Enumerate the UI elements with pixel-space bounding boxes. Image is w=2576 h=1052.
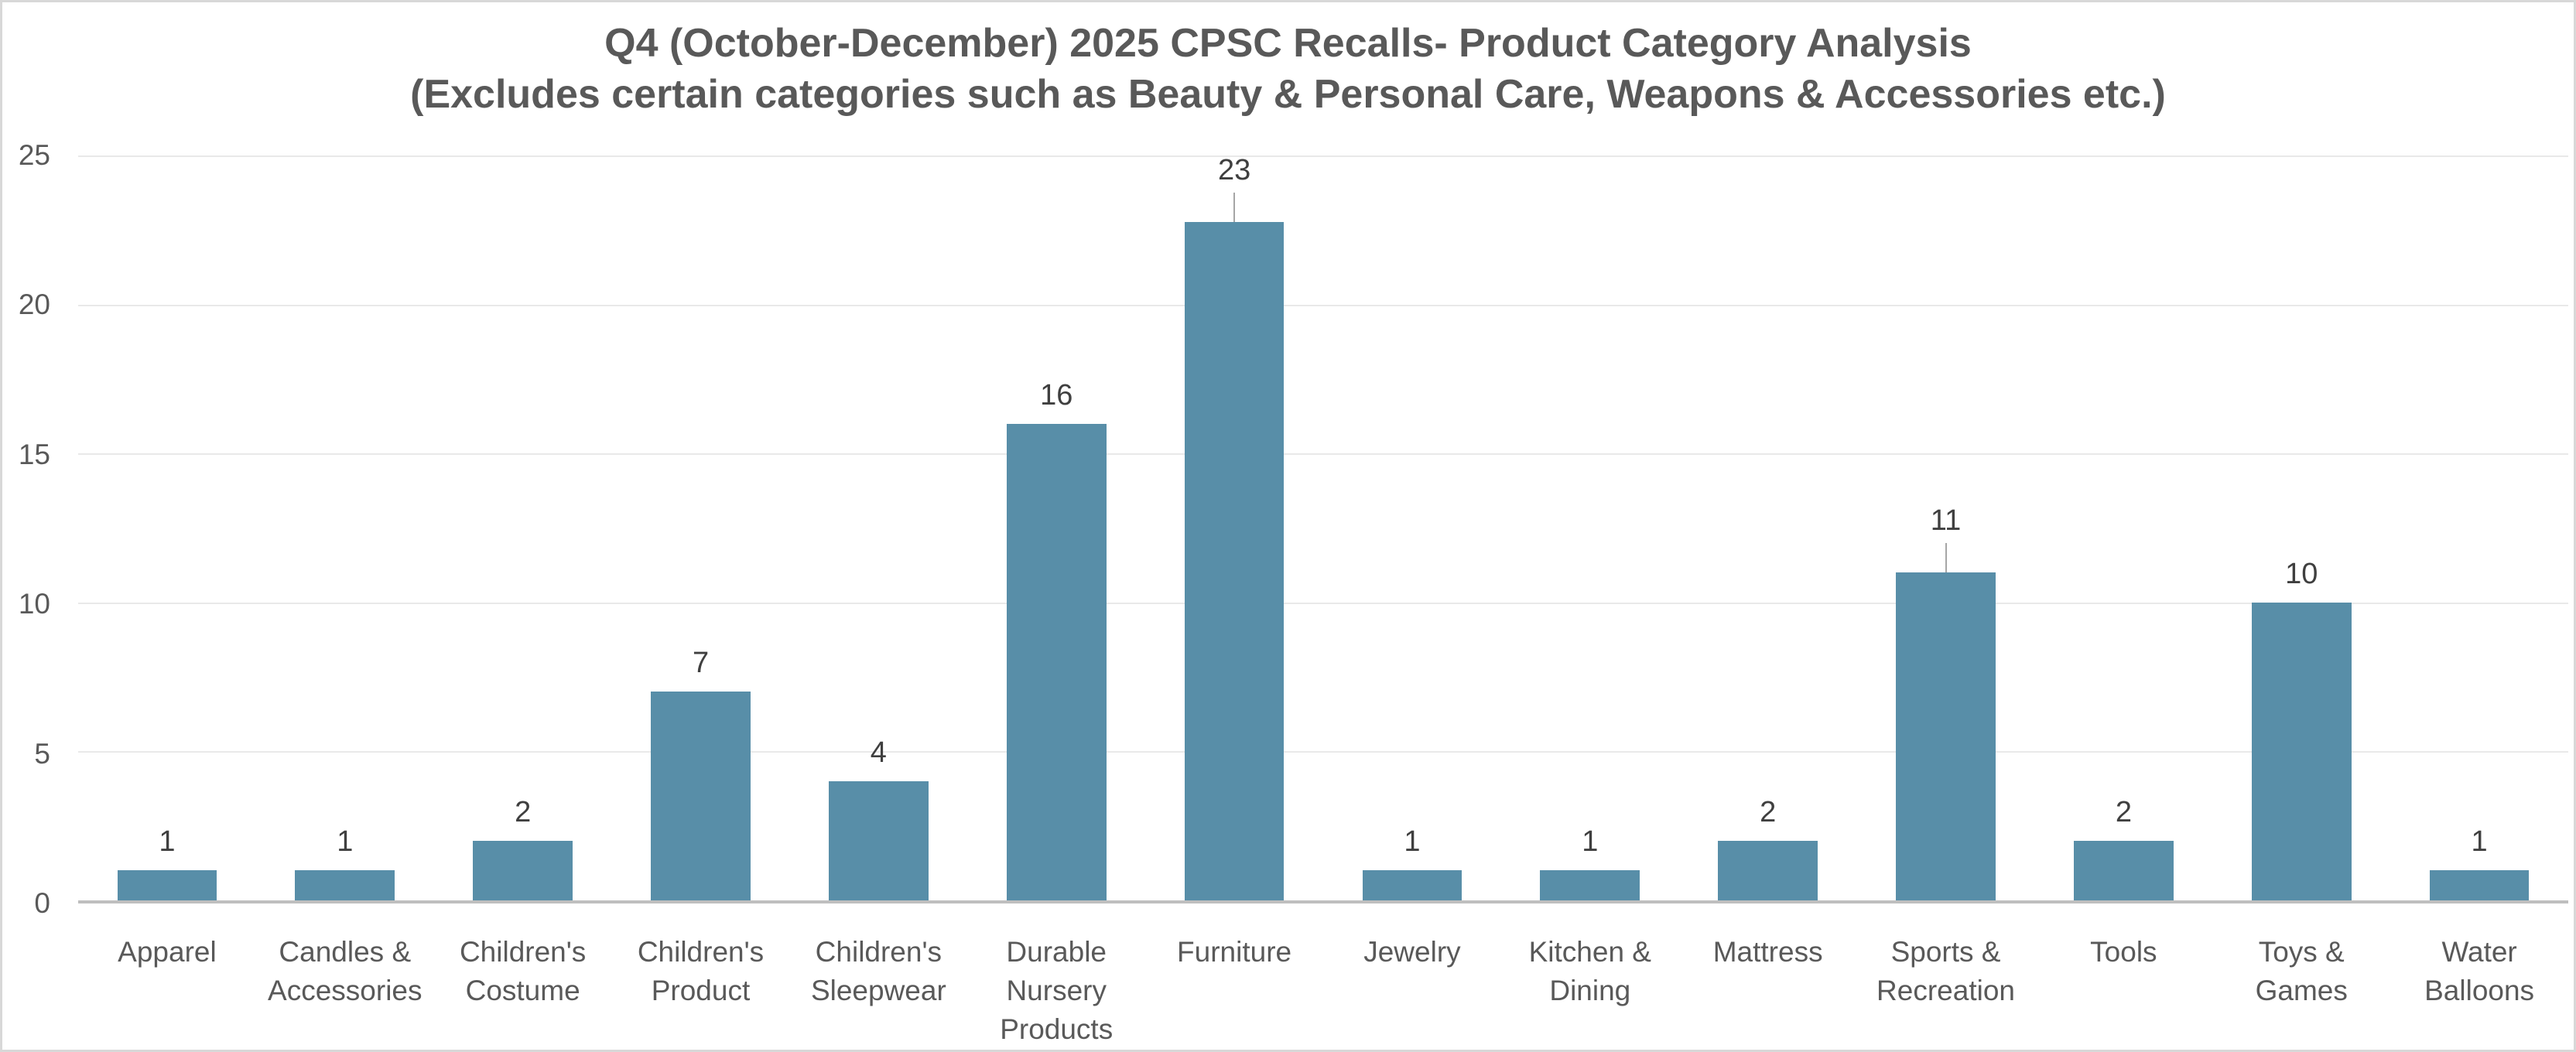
y-tick-label: 15	[18, 438, 50, 470]
value-label: 1	[1404, 825, 1421, 859]
category-label: Children's Costume	[459, 936, 587, 1006]
value-label: 7	[692, 647, 710, 680]
bar-column: 23 Furniture	[1145, 154, 1323, 968]
bar	[1896, 572, 1996, 900]
bar-column: 2 Children's Costume	[434, 155, 612, 1006]
value-label: 2	[515, 795, 532, 828]
bar	[117, 870, 217, 900]
y-tick-label: 0	[34, 887, 50, 919]
chart-title-block: Q4 (October-December) 2025 CPSC Recalls-…	[2, 18, 2574, 120]
bar-column: 1 Candles & Accessories	[256, 155, 434, 1006]
category-label: Kitchen & Dining	[1528, 936, 1651, 1006]
value-label: 4	[870, 736, 887, 769]
bar-column: 2 Tools	[2034, 155, 2212, 968]
bar	[1718, 840, 1818, 900]
category-label: Apparel	[118, 936, 217, 968]
leader-line	[1945, 543, 1947, 573]
value-label: 2	[2115, 795, 2132, 828]
bar	[651, 692, 751, 900]
gridline	[78, 304, 2568, 306]
value-label: 1	[337, 825, 354, 859]
bar-column: 11 Sports & Recreation	[1857, 155, 2035, 1006]
gridline	[78, 453, 2568, 456]
category-label: Furniture	[1177, 936, 1292, 968]
category-label: Mattress	[1712, 936, 1823, 968]
chart-title: Q4 (October-December) 2025 CPSC Recalls-…	[604, 21, 1972, 66]
y-tick-label: 5	[34, 737, 50, 770]
bar-column: 1 Jewelry	[1323, 155, 1501, 968]
bar	[2074, 840, 2174, 900]
bar	[2429, 870, 2530, 900]
bar	[1540, 870, 1640, 900]
chart-subtitle: (Excludes certain categories such as Bea…	[410, 72, 2166, 117]
gridline	[78, 751, 2568, 753]
value-label: 1	[1582, 825, 1599, 859]
value-label: 10	[2285, 557, 2318, 590]
y-tick-label: 10	[18, 588, 50, 620]
value-label: 23	[1217, 154, 1251, 186]
bar-column: 1 Kitchen & Dining	[1501, 155, 1679, 1006]
category-label: Toys & Games	[2255, 936, 2348, 1006]
bar	[1006, 423, 1107, 900]
value-label: 16	[1040, 378, 1073, 412]
bar	[473, 840, 573, 900]
value-label: 11	[1930, 504, 1962, 538]
y-tick-label: 20	[18, 289, 50, 321]
value-label: 1	[2471, 825, 2488, 859]
leader-line	[1233, 193, 1236, 222]
bar-column: 4 Children's Sleepwear	[789, 155, 967, 1006]
bar-column: 1 Water Balloons	[2390, 155, 2568, 1006]
bar	[1184, 221, 1285, 900]
bar-column: 1 Apparel	[78, 155, 256, 968]
category-label: Children's Sleepwear	[810, 936, 946, 1006]
category-label: Durable Nursery Products	[1000, 936, 1114, 1045]
category-label: Tools	[2090, 936, 2157, 968]
plot-columns: 1 Apparel 1 Candles & Accessories 2 Chil…	[78, 154, 2568, 1045]
value-label: 2	[1760, 795, 1777, 828]
value-label: 1	[159, 825, 176, 859]
bar-column: 10 Toys & Games	[2212, 155, 2390, 1006]
bar	[829, 780, 929, 900]
category-label: Sports & Recreation	[1876, 936, 2015, 1006]
gridline	[78, 602, 2568, 604]
bar	[2251, 602, 2352, 900]
bar	[1362, 870, 1462, 900]
category-label: Children's Product	[637, 936, 765, 1006]
category-label: Jewelry	[1363, 936, 1461, 968]
category-label: Candles & Accessories	[268, 936, 422, 1006]
bar-column: 2 Mattress	[1679, 155, 1857, 968]
gridline	[78, 155, 2568, 157]
bar-column: 7 Children's Product	[612, 155, 790, 1006]
bar	[295, 870, 395, 900]
plot-area: 1 Apparel 1 Candles & Accessories 2 Chil…	[78, 154, 2568, 1045]
y-tick-label: 25	[18, 139, 50, 171]
y-axis: 25 20 15 10 5 0	[2, 139, 50, 919]
category-label: Water Balloons	[2424, 936, 2535, 1006]
bar-column: 16 Durable Nursery Products	[967, 155, 1145, 1045]
